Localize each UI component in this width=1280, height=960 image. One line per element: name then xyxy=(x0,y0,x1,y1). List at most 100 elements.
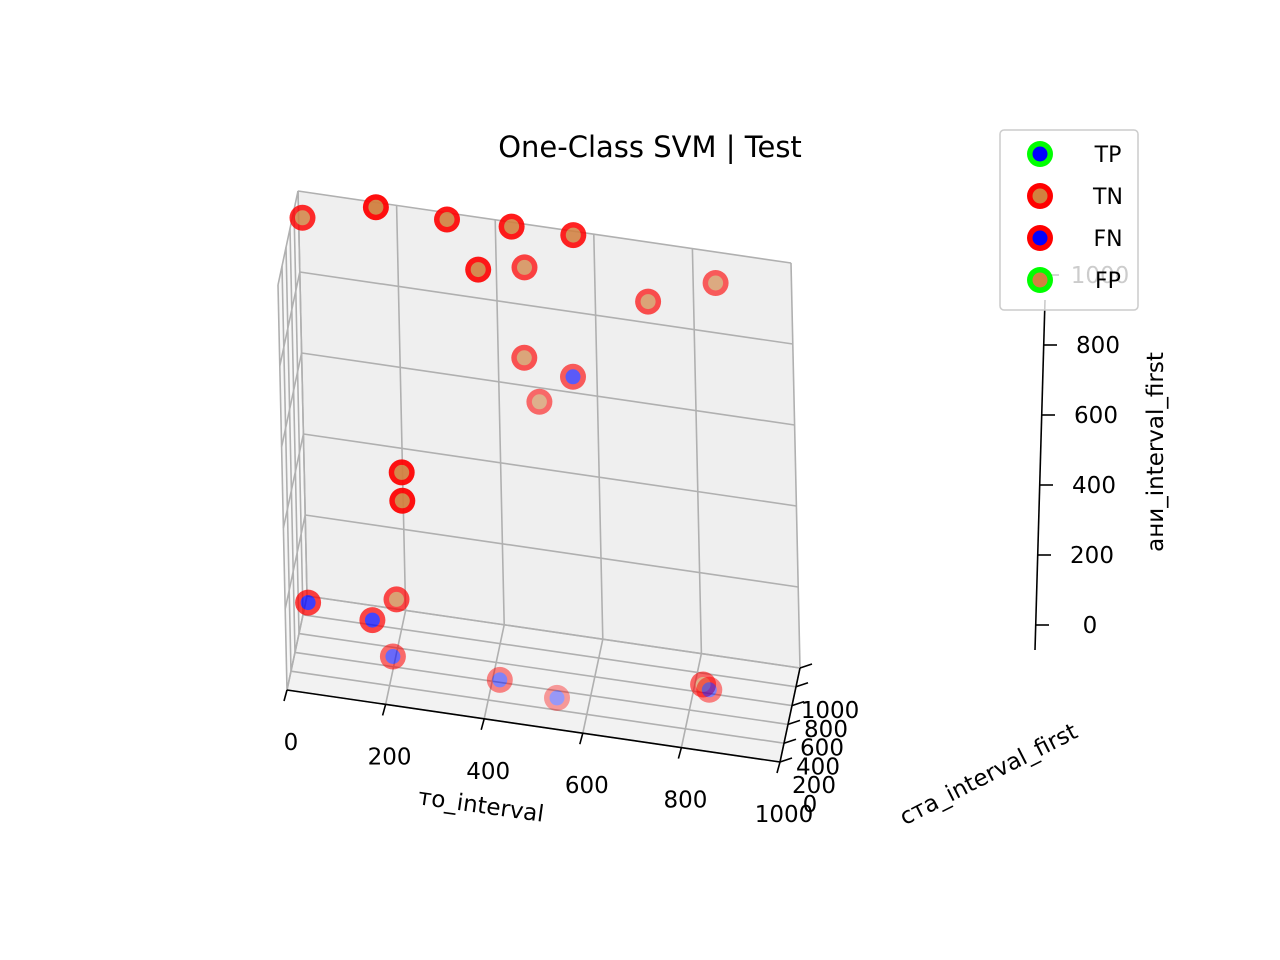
scatter-point-tn xyxy=(388,459,415,486)
point-face xyxy=(389,591,404,607)
point-face xyxy=(368,199,384,215)
grid-line-y-left xyxy=(289,228,300,634)
legend-marker-face xyxy=(1032,230,1048,246)
y-tick-label: 800 xyxy=(804,717,848,743)
legend-label: FN xyxy=(1093,227,1122,252)
legend-entry-fn: FN xyxy=(1027,225,1123,252)
grid-line-y-floor xyxy=(290,670,785,744)
grid-line-x-floor xyxy=(680,653,703,748)
x-tick-label: 1000 xyxy=(755,802,814,828)
scatter-point-fn xyxy=(379,643,406,670)
legend-label: TP xyxy=(1094,143,1122,168)
y-tick-mark xyxy=(787,719,801,726)
legend-box xyxy=(999,129,1139,311)
y-tick-label: 600 xyxy=(800,736,844,762)
y-tick-label: 0 xyxy=(803,792,818,818)
chart-points xyxy=(289,194,729,711)
scatter-point-fn xyxy=(696,676,723,703)
chart-axes xyxy=(286,299,1046,763)
x-tick-label: 800 xyxy=(663,788,707,814)
legend-label: TN xyxy=(1092,185,1123,210)
x-tick-mark xyxy=(480,718,485,731)
legend: TP TN FN FP xyxy=(999,129,1139,311)
grid-line-z-left xyxy=(279,271,301,367)
point-face xyxy=(295,210,310,226)
point-edge xyxy=(696,676,723,703)
y-tick-label: 400 xyxy=(796,754,840,780)
legend-label: FP xyxy=(1095,269,1121,294)
x-tick-label: 600 xyxy=(565,773,609,799)
scatter-point-tn xyxy=(511,254,538,281)
x-tick-mark xyxy=(579,732,584,745)
chart-ticks: 0200400600800100002004006008001000020040… xyxy=(283,263,1129,828)
legend-entry-tp: TP xyxy=(1027,141,1121,168)
x-tick-label: 400 xyxy=(466,759,510,785)
y-tick-mark xyxy=(779,757,793,763)
x-tick-mark xyxy=(776,761,781,774)
grid-line-z-back xyxy=(301,352,795,426)
point-face xyxy=(517,259,532,275)
grid-line-x-floor xyxy=(582,639,604,734)
grid-line-y-left xyxy=(277,284,288,691)
scatter-point-tn xyxy=(498,213,525,240)
grid-line-x-floor xyxy=(483,624,505,719)
x-tick-mark xyxy=(381,704,387,716)
y-tick-mark xyxy=(783,738,797,744)
legend-marker-face xyxy=(1032,272,1048,288)
point-face xyxy=(439,212,455,227)
grid-line-z-left xyxy=(280,352,303,448)
scatter-point-tn xyxy=(526,388,553,415)
legend-marker-face xyxy=(1032,188,1048,204)
y-tick-mark xyxy=(795,682,809,688)
chart-grid xyxy=(277,190,801,763)
x-tick-label: 0 xyxy=(284,730,299,756)
scatter-point-tn xyxy=(690,671,717,698)
z-axis-label: ани_interval_first xyxy=(1143,352,1169,552)
scatter-point-fn xyxy=(486,666,513,693)
scatter-point-tn xyxy=(434,206,460,233)
scatter-point-fn xyxy=(560,363,586,390)
y-tick-label: 1000 xyxy=(801,698,860,724)
legend-marker-face xyxy=(1032,146,1048,162)
y-tick-mark xyxy=(799,663,813,669)
grid-line-z-left xyxy=(277,190,299,286)
y-axis-line xyxy=(779,667,801,763)
point-face xyxy=(385,649,401,664)
x-tick-label: 200 xyxy=(368,744,412,770)
scatter-point-tn xyxy=(702,270,729,296)
grid-line-z-left xyxy=(284,514,306,610)
grid-line-y-left xyxy=(293,209,304,615)
grid-line-x-back xyxy=(494,219,505,625)
point-face xyxy=(394,493,410,509)
point-face xyxy=(364,612,380,628)
chart-title: One-Class SVM | Test xyxy=(498,130,802,164)
z-tick-label: 600 xyxy=(1074,403,1118,429)
y-axis-label: ста_interval_first xyxy=(896,719,1082,831)
scatter-point-tn xyxy=(383,586,410,613)
grid-line-y-floor xyxy=(294,651,789,726)
y-tick-mark xyxy=(791,700,805,707)
grid-line-z-back xyxy=(303,433,797,507)
scatter-point-tn xyxy=(362,194,389,221)
x-axis-label: то_interval xyxy=(416,784,545,827)
point-edge xyxy=(486,666,513,693)
scatter-point-tn xyxy=(389,487,416,514)
point-face xyxy=(492,672,508,688)
x-axis-line xyxy=(286,689,781,763)
point-face xyxy=(516,350,532,366)
scatter-point-tn xyxy=(560,222,587,249)
z-tick-label: 0 xyxy=(1083,613,1098,639)
scatter-point-fn xyxy=(544,684,570,711)
grid-line-x-back xyxy=(593,234,604,640)
point-face xyxy=(701,682,717,698)
point-face xyxy=(300,595,316,611)
scatter-point-tn xyxy=(635,288,662,315)
point-face xyxy=(470,262,486,278)
point-face xyxy=(708,275,724,291)
legend-entry-fp: FP xyxy=(1027,267,1121,294)
grid-line-y-left xyxy=(285,247,296,653)
grid-line-z-back xyxy=(305,514,799,588)
grid-line-z-left xyxy=(282,433,305,529)
point-face xyxy=(549,690,565,706)
z-tick-label: 400 xyxy=(1072,473,1116,499)
